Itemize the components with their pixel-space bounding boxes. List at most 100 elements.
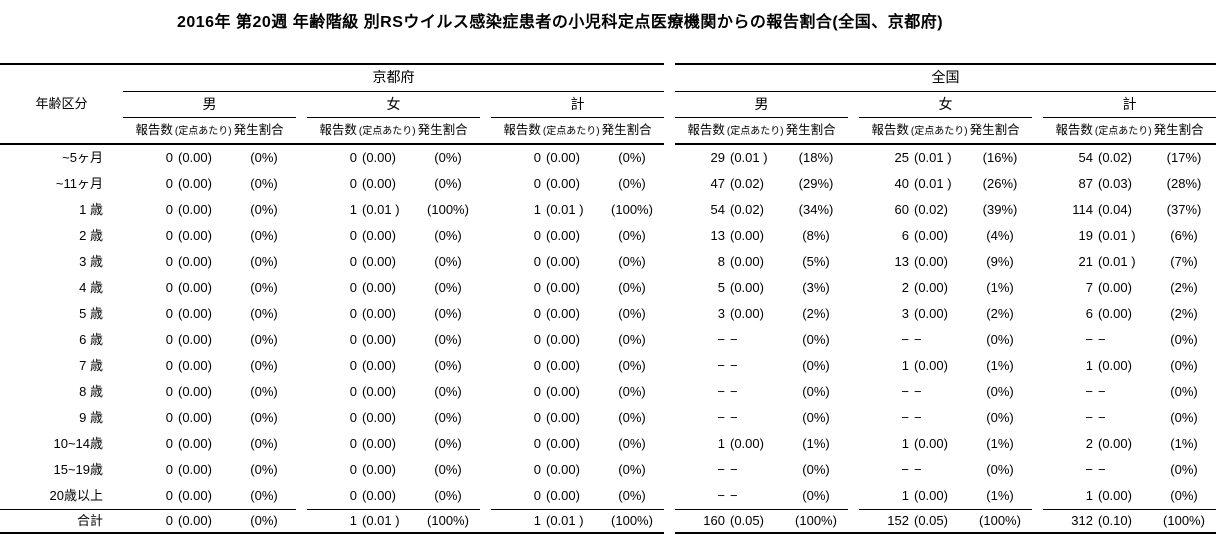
group-cell: 0 (0.00) (0%) (127, 145, 300, 171)
per-sentinel-label: (定点あたり) (174, 126, 232, 137)
count-value: 19 (1078, 228, 1093, 243)
group-cell: 1 (0.00) (1%) (679, 431, 852, 457)
group-cell: 0 (0.00) (0%) (127, 223, 300, 249)
report-cell: 0 (0.00) (311, 431, 412, 457)
per-sentinel-value: (0.00) (178, 280, 212, 295)
per-sentinel-value: (0.00) (546, 332, 580, 347)
group-cell: 1 (0.01 ) (100%) (495, 510, 668, 532)
count-value: 3 (901, 306, 909, 321)
region-header-zenkoku: 全国 (931, 69, 960, 85)
per-sentinel-value: (0.00) (914, 436, 948, 451)
group-cell: 54 (0.02) (34%) (679, 197, 852, 223)
rule-above-total (859, 509, 1032, 510)
per-sentinel-value: (0.04) (1098, 202, 1132, 217)
group-cell: 0 (0.00) (0%) (127, 510, 300, 532)
age-label: 20歳以上 (49, 488, 103, 503)
group-cell: 0 (0.00) (0%) (495, 171, 668, 197)
group-cell: − − (0%) (679, 483, 852, 509)
incidence-percent: (100%) (611, 513, 653, 528)
count-value: 1 (901, 436, 909, 451)
table-row: 合計 0 (0.00) (0%) 1 (0.01 ) (100%) 1 (0.01 ) (100%… (0, 510, 1220, 532)
count-value: 312 (1071, 513, 1093, 528)
per-sentinel-value: (0.02) (730, 202, 764, 217)
incidence-percent: (0%) (618, 488, 646, 503)
incidence-percent: (0%) (250, 513, 278, 528)
report-cell: 0 (0.00) (495, 145, 596, 171)
group-cell: 0 (0.00) (0%) (127, 275, 300, 301)
per-sentinel-value: (0.00) (546, 254, 580, 269)
report-cell: 1 (0.00) (1047, 483, 1148, 509)
incidence-percent: (0%) (986, 462, 1014, 477)
rule-sex (307, 117, 480, 118)
report-cell: 0 (0.00) (495, 249, 596, 275)
per-sentinel-value: (0.00) (1098, 436, 1132, 451)
report-cell: 54 (0.02) (679, 197, 780, 223)
incidence-percent: (0%) (618, 462, 646, 477)
measure-header: 報告数 (定点あたり) 発生割合 (123, 118, 296, 143)
per-sentinel-label: (定点あたり) (542, 126, 600, 137)
report-cell: 0 (0.00) (495, 483, 596, 509)
report-cell: 0 (0.00) (495, 457, 596, 483)
group-cell: − − (0%) (863, 327, 1036, 353)
report-cell: 0 (0.00) (495, 353, 596, 379)
age-label: 1 歳 (79, 202, 103, 217)
group-cell: 0 (0.00) (0%) (495, 353, 668, 379)
incidence-percent: (0%) (250, 228, 278, 243)
count-value: 160 (703, 513, 725, 528)
group-cell: 7 (0.00) (2%) (1047, 275, 1220, 301)
group-cell: 1 (0.01 ) (100%) (495, 197, 668, 223)
group-cell: 0 (0.00) (0%) (495, 249, 668, 275)
incidence-percent: (0%) (618, 332, 646, 347)
sex-header-kyoto-female: 女 (386, 96, 401, 112)
count-value: 0 (533, 254, 541, 269)
incidence-percent: (0%) (1170, 410, 1198, 425)
per-sentinel-value: (0.00) (546, 150, 580, 165)
report-cell: − − (1047, 457, 1148, 483)
group-cell: − − (0%) (1047, 405, 1220, 431)
incidence-percent: (1%) (986, 280, 1014, 295)
incidence-percent: (0%) (250, 436, 278, 451)
table-row: ~5ヶ月 0 (0.00) (0%) 0 (0.00) (0%) 0 (0.00) (0%) 29 (… (0, 145, 1220, 171)
incidence-percent: (0%) (802, 332, 830, 347)
table-row: 1 歳 0 (0.00) (0%) 1 (0.01 ) (100%) 1 (0.01 ) (100… (0, 197, 1220, 223)
count-value: 0 (165, 332, 173, 347)
report-cell: 1 (0.01 ) (311, 197, 412, 223)
age-label: 4 歳 (79, 280, 103, 295)
incidence-percent: (0%) (618, 358, 646, 373)
count-value: 1 (901, 488, 909, 503)
incidence-percent: (0%) (618, 176, 646, 191)
count-value: 0 (165, 410, 173, 425)
per-sentinel-value: (0.00) (546, 228, 580, 243)
sex-header-zenkoku-female: 女 (938, 96, 953, 112)
report-cell: 0 (0.00) (127, 223, 228, 249)
per-sentinel-value: (0.00) (1098, 280, 1132, 295)
rule-top-right (675, 63, 1216, 65)
report-cell: 0 (0.00) (495, 275, 596, 301)
incidence-percent: (0%) (434, 384, 462, 399)
incidence-percent: (100%) (795, 513, 837, 528)
group-cell: 0 (0.00) (0%) (495, 457, 668, 483)
per-sentinel-value: (0.00) (178, 150, 212, 165)
group-cell: − − (0%) (863, 379, 1036, 405)
group-cell: 0 (0.00) (0%) (495, 405, 668, 431)
report-cell: − − (679, 353, 780, 379)
report-cell: 47 (0.02) (679, 171, 780, 197)
report-cell: − − (863, 457, 964, 483)
count-value: 54 (1078, 150, 1093, 165)
report-cell: 0 (0.00) (127, 379, 228, 405)
incidence-percent: (0%) (250, 358, 278, 373)
per-sentinel-value: − (730, 462, 738, 477)
group-cell: 0 (0.00) (0%) (495, 223, 668, 249)
report-cell: 0 (0.00) (127, 405, 228, 431)
count-value: 0 (533, 384, 541, 399)
count-value: 114 (1072, 202, 1093, 217)
incidence-percent: (0%) (250, 254, 278, 269)
rule-bottom-left (0, 532, 664, 534)
group-cell: 1 (0.01 ) (100%) (311, 510, 484, 532)
group-cell: 1 (0.00) (1%) (863, 431, 1036, 457)
report-cell: 0 (0.00) (495, 405, 596, 431)
per-sentinel-label: (定点あたり) (358, 126, 416, 137)
incidence-percent: (34%) (798, 202, 834, 217)
rule-sex (859, 117, 1032, 118)
incidence-percent: (0%) (802, 358, 830, 373)
